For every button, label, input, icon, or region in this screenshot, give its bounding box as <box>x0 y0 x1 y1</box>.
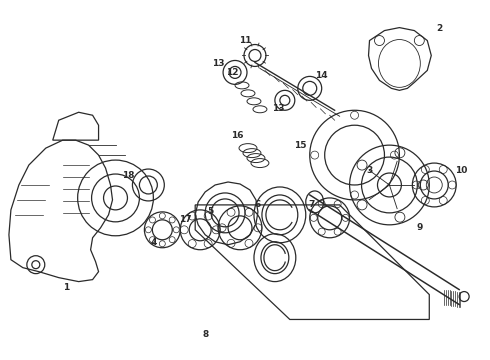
Text: 13: 13 <box>212 59 224 68</box>
Text: 14: 14 <box>316 71 328 80</box>
Text: 7: 7 <box>309 201 315 210</box>
Text: 11: 11 <box>239 36 251 45</box>
Text: 9: 9 <box>416 223 422 232</box>
Text: 5: 5 <box>207 207 213 216</box>
Text: 8: 8 <box>202 330 208 339</box>
Text: 1: 1 <box>63 283 69 292</box>
Text: 3: 3 <box>367 166 372 175</box>
Text: 15: 15 <box>294 141 306 150</box>
Text: 10: 10 <box>455 166 467 175</box>
Text: 12: 12 <box>226 68 238 77</box>
Text: 13: 13 <box>271 104 284 113</box>
Text: 17: 17 <box>179 215 192 224</box>
Text: 2: 2 <box>436 24 442 33</box>
Text: 6: 6 <box>255 201 261 210</box>
Text: 16: 16 <box>231 131 243 140</box>
Text: 4: 4 <box>150 238 156 247</box>
Text: 18: 18 <box>122 171 135 180</box>
